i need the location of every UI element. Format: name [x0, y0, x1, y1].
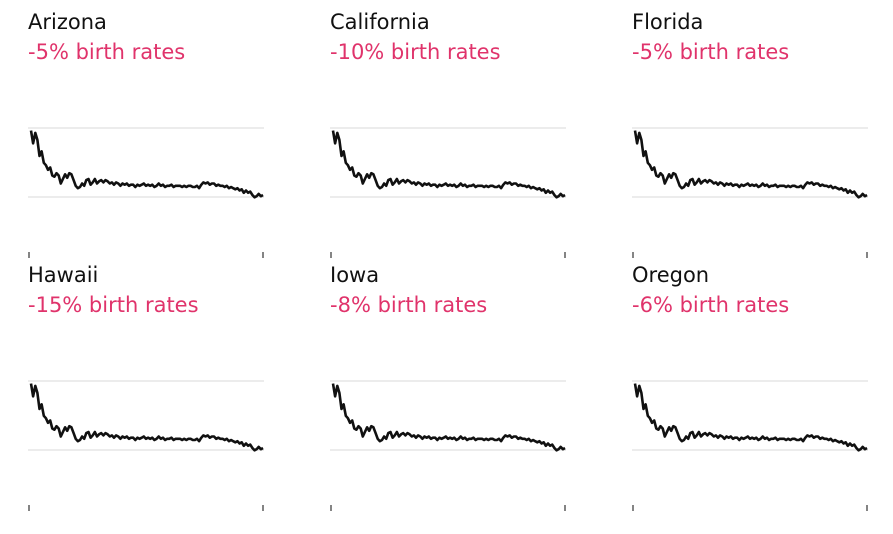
chart-subtitle: -15% birth rates [28, 293, 199, 317]
chart-subtitle: -5% birth rates [632, 40, 790, 64]
series-line [331, 383, 566, 452]
line-plot [632, 380, 868, 511]
chart-panel-florida: Florida -5% birth rates [632, 2, 893, 258]
chart-panel-california: California -10% birth rates [330, 2, 595, 258]
series-line [633, 383, 868, 452]
series-line [29, 130, 264, 199]
chart-subtitle: -5% birth rates [28, 40, 186, 64]
chart-subtitle: -8% birth rates [330, 293, 488, 317]
chart-panel-oregon: Oregon -6% birth rates [632, 255, 893, 511]
chart-panel-arizona: Arizona -5% birth rates [28, 2, 293, 258]
line-plot [632, 127, 868, 258]
chart-title: Iowa [330, 263, 380, 287]
line-plot [330, 127, 566, 258]
chart-subtitle: -6% birth rates [632, 293, 790, 317]
line-plot [28, 380, 264, 511]
chart-subtitle: -10% birth rates [330, 40, 501, 64]
series-line [331, 130, 566, 199]
chart-title: Florida [632, 10, 704, 34]
line-plot [330, 380, 566, 511]
chart-title: California [330, 10, 430, 34]
chart-panel-hawaii: Hawaii -15% birth rates [28, 255, 293, 511]
series-line [633, 130, 868, 199]
chart-title: Hawaii [28, 263, 99, 287]
line-plot [28, 127, 264, 258]
chart-title: Oregon [632, 263, 710, 287]
chart-panel-iowa: Iowa -8% birth rates [330, 255, 595, 511]
chart-title: Arizona [28, 10, 107, 34]
series-line [29, 383, 264, 452]
